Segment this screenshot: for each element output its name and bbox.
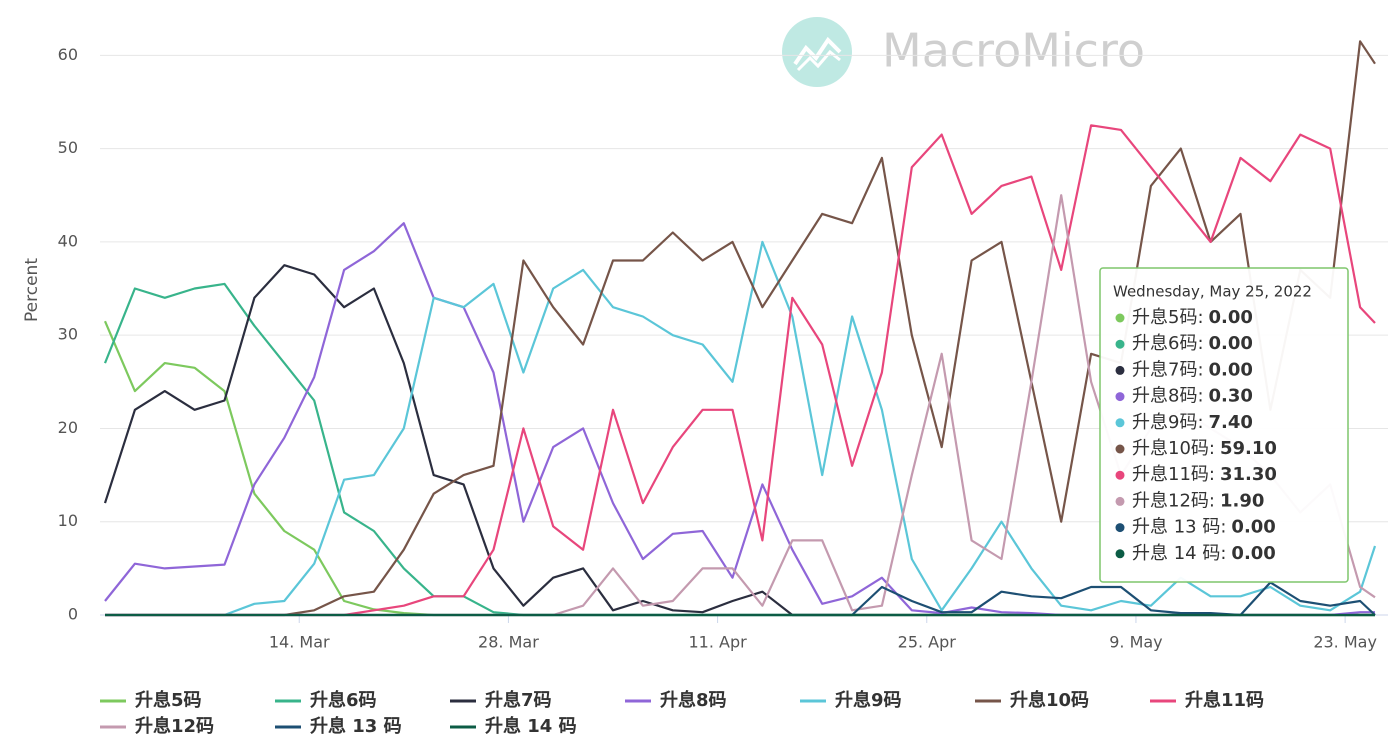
legend-label: 升息10码 [1010, 689, 1089, 711]
legend-label: 升息12码 [135, 715, 214, 737]
y-tick-label: 50 [58, 138, 78, 157]
tooltip-value: 59.10 [1220, 438, 1277, 459]
tooltip-label: 升息10码: [1132, 438, 1215, 459]
tooltip-dot [1115, 496, 1125, 506]
legend-label: 升息9码 [835, 689, 902, 711]
tooltip-label: 升息 14 码: [1132, 543, 1226, 564]
tooltip-dot [1115, 392, 1125, 402]
tooltip-value: 7.40 [1209, 412, 1253, 433]
tooltip-title: Wednesday, May 25, 2022 [1113, 283, 1312, 301]
tooltip-label: 升息5码: [1132, 307, 1204, 328]
tooltip-label: 升息8码: [1132, 386, 1204, 407]
y-tick-label: 60 [58, 45, 78, 64]
tooltip-value: 1.90 [1220, 490, 1264, 511]
y-tick-label: 20 [58, 418, 78, 437]
tooltip-dot [1115, 444, 1125, 454]
tooltip-item: 升息5码: 0.00 [1132, 307, 1253, 328]
tooltip-dot [1115, 339, 1125, 349]
tooltip-item: 升息11码: 31.30 [1132, 464, 1277, 485]
tooltip-value: 0.00 [1209, 333, 1253, 354]
tooltip-item: 升息9码: 7.40 [1132, 412, 1253, 433]
tooltip-label: 升息12码: [1132, 490, 1215, 511]
y-tick-label: 10 [58, 511, 78, 530]
tooltip-dot [1115, 418, 1125, 428]
legend-label: 升息8码 [660, 689, 727, 711]
legend-label: 升息7码 [485, 689, 552, 711]
x-tick-label: 28. Mar [478, 633, 539, 652]
legend-label: 升息11码 [1185, 689, 1264, 711]
tooltip-label: 升息11码: [1132, 464, 1215, 485]
tooltip-dot [1115, 313, 1125, 323]
legend-label: 升息 14 码 [485, 715, 577, 737]
y-tick-label: 0 [68, 605, 78, 624]
tooltip-item: 升息12码: 1.90 [1132, 490, 1264, 511]
y-tick-label: 40 [58, 231, 78, 250]
tooltip-label: 升息9码: [1132, 412, 1204, 433]
x-tick-label: 11. Apr [688, 633, 747, 652]
tooltip-label: 升息7码: [1132, 359, 1204, 380]
y-axis-label: Percent [22, 258, 42, 322]
x-tick-label: 9. May [1109, 633, 1162, 652]
tooltip-item: 升息6码: 0.00 [1132, 333, 1253, 354]
tooltip-dot [1115, 549, 1125, 559]
tooltip-value: 0.00 [1209, 359, 1253, 380]
x-tick-label: 25. Apr [898, 633, 957, 652]
tooltip-value: 31.30 [1220, 464, 1277, 485]
tooltip-item: 升息 14 码: 0.00 [1132, 543, 1276, 564]
tooltip-item: 升息7码: 0.00 [1132, 359, 1253, 380]
tooltip-dot [1115, 365, 1125, 375]
watermark: MacroMicro [882, 24, 1145, 78]
x-tick-label: 23. May [1313, 633, 1377, 652]
legend-label: 升息6码 [310, 689, 377, 711]
tooltip-dot [1115, 470, 1125, 480]
tooltip-value: 0.00 [1209, 307, 1253, 328]
tooltip-label: 升息 13 码: [1132, 517, 1226, 538]
tooltip-item: 升息8码: 0.30 [1132, 386, 1253, 407]
tooltip-value: 0.00 [1231, 517, 1275, 538]
tooltip-label: 升息6码: [1132, 333, 1204, 354]
x-tick-label: 14. Mar [269, 633, 330, 652]
tooltip-value: 0.00 [1231, 543, 1275, 564]
tooltip-dot [1115, 523, 1125, 533]
y-tick-label: 30 [58, 325, 78, 344]
legend-label: 升息 13 码 [310, 715, 402, 737]
legend-label: 升息5码 [135, 689, 202, 711]
tooltip-value: 0.30 [1209, 386, 1253, 407]
watermark-logo [782, 17, 852, 87]
tooltip-item: 升息10码: 59.10 [1132, 438, 1277, 459]
series-line [105, 40, 1376, 617]
tooltip-item: 升息 13 码: 0.00 [1132, 517, 1276, 538]
